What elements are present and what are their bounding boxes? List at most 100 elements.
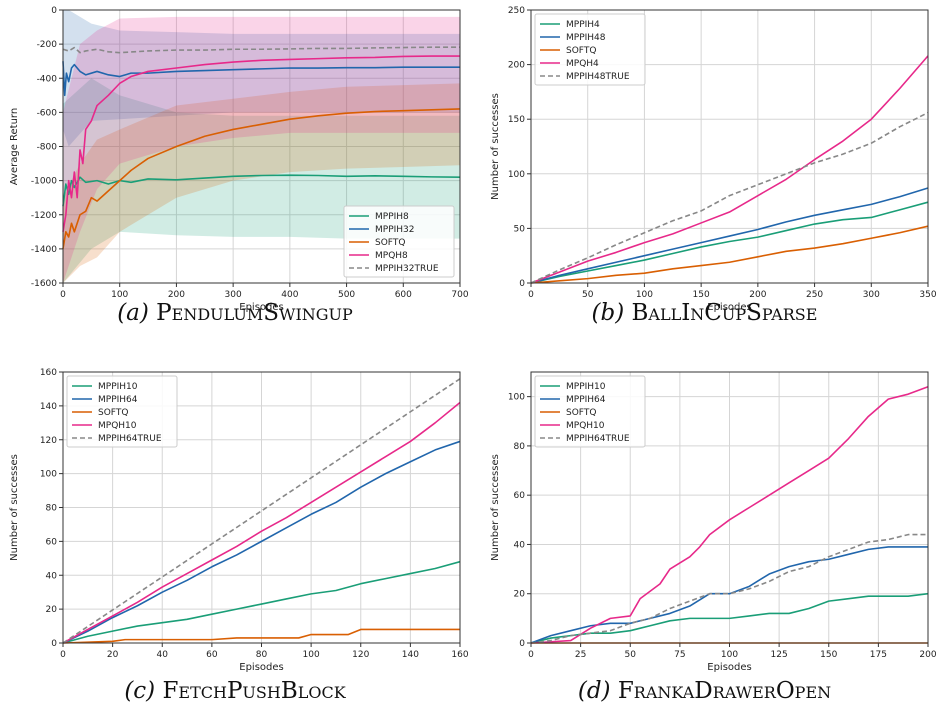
legend-label-mpqh4: MPQH4 — [566, 59, 599, 69]
x-tick-label: 350 — [919, 290, 936, 300]
x-tick-label: 700 — [451, 290, 468, 300]
x-tick-label: 60 — [206, 650, 218, 660]
y-tick-label: 160 — [40, 368, 57, 378]
x-tick-label: 500 — [338, 290, 355, 300]
legend-label-softq: SOFTQ — [98, 408, 128, 418]
caption-b-name: BallInCupSparse — [631, 300, 818, 326]
x-tick-label: 0 — [528, 650, 534, 660]
y-tick-label: -1200 — [31, 211, 57, 221]
caption-c-tag: (c) — [124, 678, 156, 704]
legend-label-softq: SOFTQ — [375, 238, 405, 248]
caption-d-tag: (d) — [577, 678, 611, 704]
y-tick-label: 0 — [519, 279, 525, 289]
chart-panel-2: 0 20 40 60 80 100 120 140 160 0 20 40 60 80 100 120 140 1… — [9, 368, 469, 673]
x-tick-label: 100 — [303, 650, 320, 660]
x-tick-label: 0 — [60, 290, 66, 300]
legend-label-mppih64true: MPPIH64TRUE — [98, 434, 162, 444]
legend-label-mpqh10: MPQH10 — [98, 421, 137, 431]
legend-label-mpqh10: MPQH10 — [566, 421, 605, 431]
x-tick-label: 150 — [693, 290, 710, 300]
caption-a-name: PendulumSwingup — [156, 300, 353, 326]
y-tick-label: 120 — [40, 436, 57, 446]
x-tick-label: 100 — [111, 290, 128, 300]
y-tick-label: -1600 — [31, 279, 57, 289]
y-tick-label: 80 — [514, 442, 526, 452]
y-axis-label: Number of successes — [9, 454, 20, 561]
series-line-mpqh10 — [530, 386, 929, 644]
x-tick-label: 400 — [281, 290, 298, 300]
caption-c: (c) FetchPushBlock — [0, 678, 470, 704]
x-tick-label: 50 — [625, 650, 637, 660]
x-tick-label: 300 — [225, 290, 242, 300]
series-band-softq — [63, 83, 460, 284]
y-tick-label: 200 — [508, 61, 525, 71]
legend: MPPIH10 MPPIH64 SOFTQ MPQH10 MPPIH64TRUE — [534, 375, 646, 448]
y-tick-label: 50 — [514, 224, 526, 234]
x-tick-label: 100 — [636, 290, 653, 300]
y-axis-label: Number of successes — [490, 93, 501, 200]
legend-label-mppih32: MPPIH32 — [375, 225, 415, 235]
y-tick-label: 60 — [514, 491, 526, 501]
x-tick-label: 200 — [919, 650, 936, 660]
legend-label-softq: SOFTQ — [566, 46, 596, 56]
y-tick-label: 0 — [51, 6, 57, 16]
series-line-mppih48true — [530, 111, 929, 284]
x-tick-label: 200 — [168, 290, 185, 300]
x-tick-label: 20 — [107, 650, 119, 660]
y-tick-label: 100 — [40, 470, 57, 480]
x-tick-label: 25 — [575, 650, 586, 660]
y-tick-label: 140 — [40, 402, 57, 412]
caption-c-name: FetchPushBlock — [162, 678, 346, 704]
x-tick-label: 600 — [395, 290, 412, 300]
caption-b-tag: (b) — [591, 300, 625, 326]
caption-b: (b) BallInCupSparse — [470, 300, 939, 326]
y-tick-label: 100 — [508, 170, 525, 180]
legend-label-mpqh8: MPQH8 — [375, 251, 408, 261]
x-tick-label: 100 — [721, 650, 738, 660]
y-tick-label: -600 — [37, 108, 58, 118]
y-tick-label: 80 — [46, 504, 58, 514]
y-tick-label: -200 — [37, 40, 58, 50]
series-line-mpqh8 — [62, 55, 460, 232]
y-axis-label: Average Return — [9, 108, 20, 185]
caption-d-name: FrankaDrawerOpen — [617, 678, 832, 704]
x-axis-label: Episodes — [239, 662, 283, 673]
series-line-mpqh4 — [530, 55, 929, 284]
legend-label-softq: SOFTQ — [566, 408, 596, 418]
chart-panel-1: 0 50 100 150 200 250 300 350 0 50 100 150 200 250 Epis… — [490, 6, 937, 313]
chart-panel-0: 0 100 200 300 400 500 600 700 -1600 -1400 -1200 -10… — [9, 6, 469, 313]
y-tick-label: 100 — [508, 393, 525, 403]
x-tick-label: 175 — [870, 650, 887, 660]
y-tick-label: 20 — [514, 590, 526, 600]
legend-label-mppih4: MPPIH4 — [566, 20, 600, 30]
legend-label-mppih48true: MPPIH48TRUE — [566, 72, 630, 82]
legend-label-mppih10: MPPIH10 — [98, 382, 138, 392]
y-tick-label: -400 — [37, 74, 58, 84]
x-axis-label: Episodes — [707, 662, 751, 673]
plot-frame — [530, 9, 929, 284]
chart-panel-3: 0 25 50 75 100 125 150 175 200 0 20 40 60 80 100 Episod… — [490, 371, 937, 673]
x-tick-label: 200 — [749, 290, 766, 300]
x-tick-label: 120 — [352, 650, 369, 660]
legend-box — [66, 375, 178, 448]
x-axis-label: Episodes — [707, 302, 751, 313]
series-line-mpqh10 — [62, 401, 461, 644]
legend-label-mppih8: MPPIH8 — [375, 212, 409, 222]
y-tick-label: 60 — [46, 537, 58, 547]
series-line-mppih32true — [62, 46, 460, 54]
series-line-mppih10 — [530, 592, 929, 644]
series-line-mppih10 — [62, 560, 461, 644]
series-line-softq — [530, 225, 929, 284]
caption-a: (a) PendulumSwingup — [0, 300, 470, 326]
x-tick-label: 0 — [60, 650, 66, 660]
legend-label-mppih64true: MPPIH64TRUE — [566, 434, 630, 444]
y-tick-label: 20 — [46, 605, 58, 615]
x-tick-label: 80 — [256, 650, 268, 660]
x-tick-label: 75 — [674, 650, 685, 660]
legend: MPPIH4 MPPIH48 SOFTQ MPQH4 MPPIH48TRUE — [534, 13, 646, 86]
series-line-mppih48 — [530, 187, 929, 284]
legend-label-mppih48: MPPIH48 — [566, 33, 606, 43]
x-tick-label: 140 — [402, 650, 419, 660]
series-line-mppih64 — [62, 440, 461, 644]
